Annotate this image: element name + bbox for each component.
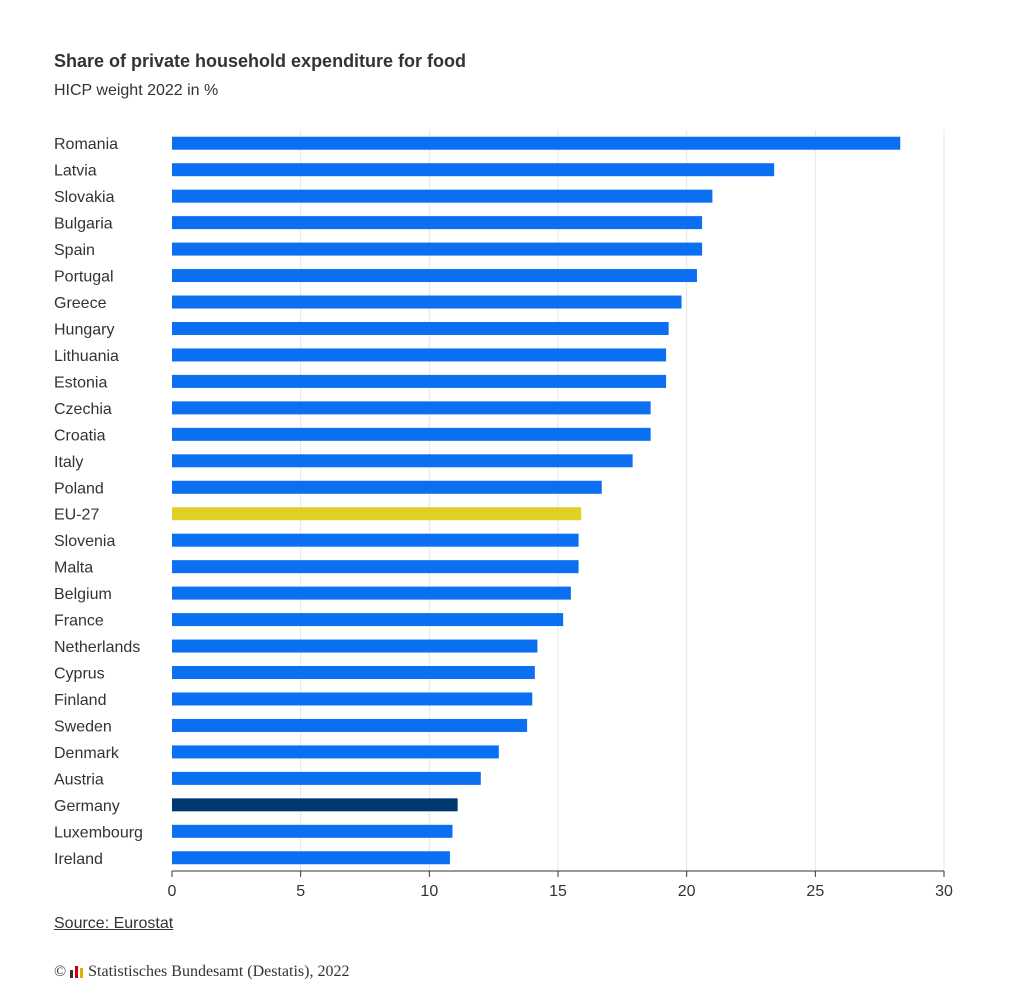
bar (172, 321, 669, 335)
bar (172, 639, 538, 653)
bar (172, 692, 533, 706)
category-label: Latvia (54, 163, 97, 180)
bar (172, 798, 458, 812)
bar (172, 560, 579, 574)
bar (172, 295, 682, 309)
x-tick-label: 0 (168, 883, 177, 900)
category-label: Croatia (54, 427, 106, 444)
bar (172, 163, 775, 177)
bar (172, 745, 499, 759)
bar (172, 666, 535, 680)
source-link[interactable]: Source: Eurostat (54, 915, 174, 932)
bar (172, 771, 481, 785)
category-label: Germany (54, 798, 120, 815)
category-label: Luxembourg (54, 824, 143, 841)
category-label: Romania (54, 136, 118, 153)
category-label: Ireland (54, 851, 103, 868)
copyright-line: © Statistisches Bundesamt (Destatis), 20… (54, 963, 349, 981)
bar (172, 454, 633, 468)
category-label: Austria (54, 771, 104, 788)
category-label: Slovenia (54, 533, 115, 550)
category-label: Italy (54, 454, 83, 471)
category-label: Greece (54, 295, 107, 312)
x-tick-label: 10 (420, 883, 438, 900)
x-tick-label: 5 (296, 883, 305, 900)
bar (172, 401, 651, 415)
bar (172, 586, 571, 600)
category-label: Netherlands (54, 639, 140, 656)
bar (172, 216, 703, 230)
bar (172, 242, 703, 256)
x-tick-label: 20 (678, 883, 696, 900)
bar (172, 374, 667, 388)
bar (172, 348, 667, 362)
category-label: Czechia (54, 401, 112, 418)
category-label: Malta (54, 560, 93, 577)
chart-title: Share of private household expenditure f… (54, 51, 467, 71)
category-label: Poland (54, 480, 104, 497)
bar (172, 480, 602, 494)
category-label: Bulgaria (54, 216, 113, 233)
category-label: Estonia (54, 374, 107, 391)
category-label: Sweden (54, 718, 112, 735)
category-label: France (54, 613, 104, 630)
bar (172, 824, 453, 838)
category-label: EU-27 (54, 507, 99, 524)
bar-chart: Romania Latvia Slovakia Bulgaria Spain Portug… (54, 130, 953, 900)
chart-subtitle: HICP weight 2022 in % (54, 82, 219, 99)
copyright-symbol: © (54, 963, 67, 980)
bar (172, 851, 450, 865)
bar (172, 507, 582, 521)
bar (172, 718, 528, 732)
category-label: Slovakia (54, 189, 115, 206)
category-label: Lithuania (54, 348, 119, 365)
x-tick-label: 15 (549, 883, 567, 900)
bar (172, 613, 564, 627)
bar (172, 136, 901, 150)
category-label: Denmark (54, 745, 120, 762)
bar (172, 269, 697, 283)
x-tick-label: 30 (935, 883, 953, 900)
category-label: Belgium (54, 586, 112, 603)
category-label: Portugal (54, 269, 114, 286)
category-label: Spain (54, 242, 95, 259)
category-label: Hungary (54, 321, 114, 338)
bar (172, 533, 579, 547)
destatis-bar-logo-icon (70, 966, 84, 978)
x-tick-label: 25 (806, 883, 824, 900)
category-label: Finland (54, 692, 106, 709)
category-label: Cyprus (54, 666, 105, 683)
copyright-text: Statistisches Bundesamt (Destatis), 2022 (88, 963, 350, 980)
bar (172, 189, 713, 203)
bar (172, 427, 651, 441)
